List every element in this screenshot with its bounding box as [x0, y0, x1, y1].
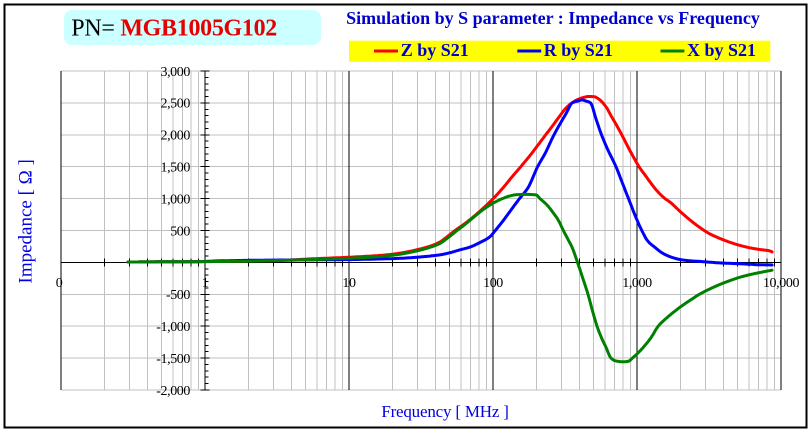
svg-text:-2,000: -2,000	[156, 384, 190, 399]
svg-text:2,000: 2,000	[160, 129, 190, 144]
svg-text:1,000: 1,000	[622, 276, 652, 291]
svg-text:Impedance [ Ω ]: Impedance [ Ω ]	[16, 159, 37, 283]
svg-text:2,500: 2,500	[160, 97, 190, 112]
svg-text:100: 100	[483, 276, 503, 291]
svg-text:3,000: 3,000	[160, 65, 190, 80]
svg-text:Frequency [ MHz ]: Frequency [ MHz ]	[381, 402, 508, 421]
svg-text:Z by S21: Z by S21	[401, 40, 469, 60]
svg-text:500: 500	[170, 224, 190, 239]
svg-text:1,000: 1,000	[160, 192, 190, 207]
svg-text:R by S21: R by S21	[544, 40, 613, 60]
svg-text:10,000: 10,000	[763, 276, 800, 291]
svg-text:PN= MGB1005G102: PN= MGB1005G102	[71, 16, 277, 42]
svg-text:10: 10	[342, 276, 356, 291]
svg-text:Simulation by S parameter : Im: Simulation by S parameter : Impedance vs…	[346, 8, 760, 28]
svg-text:-500: -500	[166, 288, 190, 303]
svg-text:X by S21: X by S21	[687, 40, 756, 60]
svg-text:1,500: 1,500	[160, 161, 190, 176]
svg-text:0: 0	[56, 276, 63, 291]
svg-text:1: 1	[202, 276, 209, 291]
svg-text:-1,000: -1,000	[156, 320, 190, 335]
svg-text:-1,500: -1,500	[156, 352, 190, 367]
